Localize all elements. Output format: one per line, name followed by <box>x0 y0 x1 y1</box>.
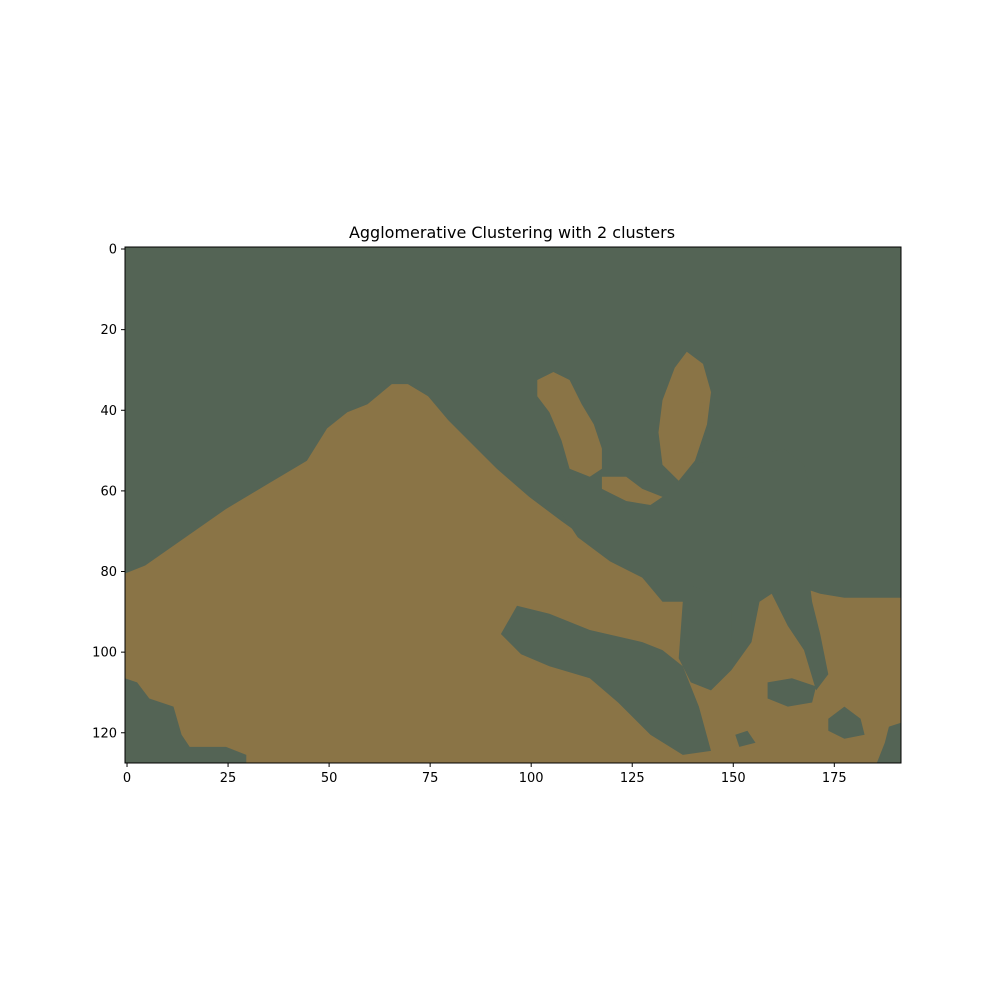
x-axis: 0 25 50 75 100 125 150 175 <box>123 763 847 786</box>
cluster-0-region-8 <box>828 706 865 739</box>
y-tick-label: 120 <box>92 726 117 741</box>
cluster-1-region-6 <box>601 476 663 505</box>
cluster-0-region-2 <box>500 605 711 755</box>
y-tick-label: 20 <box>100 323 117 338</box>
y-tick-label: 80 <box>100 565 117 580</box>
x-tick-label: 25 <box>220 771 237 786</box>
cluster-0-region-10 <box>125 678 247 763</box>
y-tick-label: 100 <box>92 646 117 661</box>
cluster-0-region-7 <box>767 678 817 707</box>
x-tick-label: 150 <box>721 771 746 786</box>
chart-title: Agglomerative Clustering with 2 clusters <box>349 223 675 242</box>
plot-area <box>124 246 902 764</box>
y-tick-label: 40 <box>100 404 117 419</box>
cluster-0-region-1 <box>561 448 829 691</box>
cluster-0-region-11 <box>876 722 901 763</box>
cluster-0-region-9 <box>735 730 756 747</box>
y-tick-label: 60 <box>100 484 117 499</box>
x-tick-label: 100 <box>519 771 544 786</box>
y-tick-label: 0 <box>109 243 117 258</box>
plot-frame <box>124 246 902 764</box>
cluster-regions <box>125 351 901 763</box>
cluster-1-region-5 <box>537 372 602 477</box>
x-tick-label: 0 <box>123 771 131 786</box>
x-tick-label: 125 <box>620 771 645 786</box>
x-tick-label: 75 <box>422 771 439 786</box>
cluster-1-region-4 <box>658 351 711 481</box>
cluster-0-region-3 <box>682 585 732 683</box>
x-tick-label: 175 <box>822 771 847 786</box>
y-axis: 0 20 40 60 80 100 120 <box>92 243 125 741</box>
x-tick-label: 50 <box>321 771 338 786</box>
